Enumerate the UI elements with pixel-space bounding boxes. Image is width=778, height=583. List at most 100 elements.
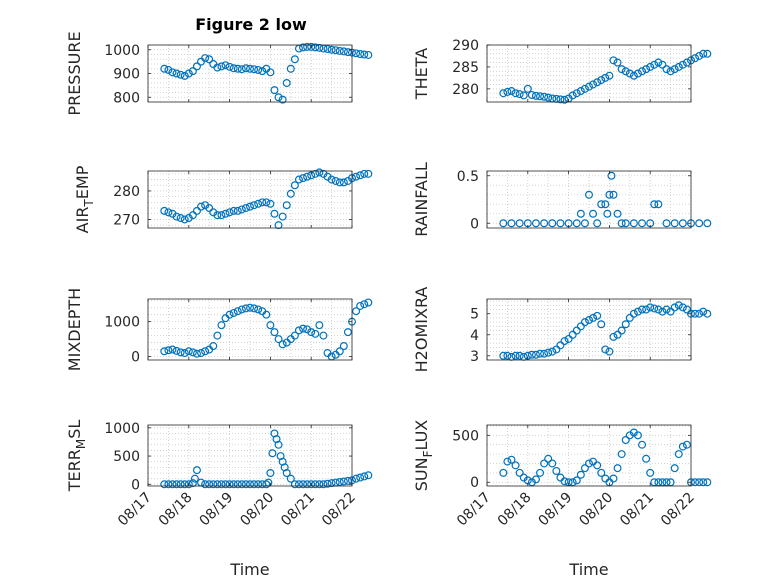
data-point <box>531 219 540 228</box>
data-point <box>339 178 348 187</box>
data-point <box>593 78 602 87</box>
data-point <box>360 50 369 59</box>
data-point <box>352 307 361 316</box>
data-point <box>268 449 277 458</box>
data-point <box>515 219 524 228</box>
y-axis-label: TERRMSL <box>65 420 88 493</box>
data-point <box>552 466 561 475</box>
data-point <box>629 219 638 228</box>
data-point <box>352 49 361 58</box>
data-point <box>176 70 185 79</box>
data-point <box>299 480 308 489</box>
data-point <box>527 90 536 99</box>
data-point <box>695 309 704 318</box>
data-point <box>168 345 177 354</box>
axes-frame <box>486 170 692 229</box>
subplot-pressure: 800 900 1000 PRESSURE <box>65 31 373 116</box>
data-point <box>254 65 263 74</box>
data-point <box>658 60 667 69</box>
data-point <box>197 202 206 211</box>
data-point <box>168 480 177 489</box>
y-tick-label: 3 <box>470 349 479 365</box>
data-point <box>299 43 308 52</box>
y-tick-label: 4 <box>470 328 479 344</box>
data-point <box>584 82 593 91</box>
y-axis-label: THETA <box>412 48 431 100</box>
data-point <box>560 477 569 486</box>
data-point <box>678 303 687 312</box>
subplot-mixdepth: 0 1000 MIXDEPTH <box>65 288 373 371</box>
data-point <box>556 341 565 350</box>
data-point <box>225 62 234 71</box>
data-point <box>282 78 291 87</box>
data-point <box>560 337 569 346</box>
data-point <box>617 326 626 335</box>
data-point <box>691 309 700 318</box>
data-point <box>339 47 348 56</box>
data-point <box>290 331 299 340</box>
data-point <box>670 65 679 74</box>
data-point <box>609 474 618 483</box>
data-point <box>531 350 540 359</box>
y-tick-label: 290 <box>452 38 479 54</box>
data-point <box>180 480 189 489</box>
data-point <box>654 305 663 314</box>
data-point <box>294 480 303 489</box>
data-point <box>303 172 312 181</box>
data-point <box>674 301 683 310</box>
data-point <box>682 305 691 314</box>
data-point <box>589 80 598 89</box>
data-point <box>250 304 259 313</box>
data-point <box>531 475 540 484</box>
data-point <box>225 208 234 217</box>
data-point <box>621 320 630 329</box>
data-point <box>246 480 255 489</box>
data-point <box>360 472 369 481</box>
data-point <box>160 206 169 215</box>
data-point <box>294 175 303 184</box>
data-point <box>217 321 226 330</box>
data-point <box>274 335 283 344</box>
data-point <box>364 50 373 59</box>
data-point <box>536 92 545 101</box>
data-point <box>650 200 659 209</box>
data-point <box>319 480 328 489</box>
x-axis-label: Time <box>568 560 608 579</box>
data-point <box>507 219 516 228</box>
y-axis-label: RAINFALL <box>412 162 431 237</box>
data-point <box>650 60 659 69</box>
data-point <box>213 331 222 340</box>
data-point <box>625 313 634 322</box>
data-point <box>311 43 320 52</box>
y-tick-label: 900 <box>113 67 140 83</box>
data-point <box>356 50 365 59</box>
data-point <box>168 68 177 77</box>
data-point <box>307 480 316 489</box>
data-point <box>609 332 618 341</box>
subplot-grid: 800 900 1000 PRESSURE 280 285 290 THETA 270 280 AI… <box>65 31 712 579</box>
data-point <box>164 346 173 355</box>
data-point <box>638 440 647 449</box>
data-point <box>662 65 671 74</box>
data-point <box>597 200 606 209</box>
data-point <box>642 65 651 74</box>
data-point <box>311 329 320 338</box>
data-point <box>315 168 324 177</box>
data-point <box>233 206 242 215</box>
data-point <box>531 91 540 100</box>
data-point <box>515 468 524 477</box>
data-point <box>270 86 279 95</box>
data-point <box>605 347 614 356</box>
data-point <box>544 348 553 357</box>
data-point <box>678 219 687 228</box>
data-point <box>180 71 189 80</box>
data-point <box>593 311 602 320</box>
data-point <box>499 351 508 360</box>
data-point <box>695 478 704 487</box>
data-point <box>290 480 299 489</box>
data-point <box>540 459 549 468</box>
data-point <box>335 46 344 55</box>
data-point <box>229 308 238 317</box>
data-point <box>307 328 316 337</box>
data-point <box>617 65 626 74</box>
